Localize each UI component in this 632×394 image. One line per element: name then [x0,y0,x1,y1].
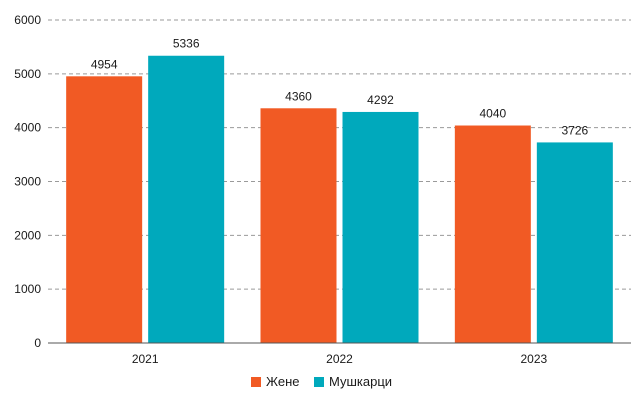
legend-swatch [251,377,261,387]
legend-item: Мушкарци [314,374,392,389]
y-tick-label: 4000 [14,121,41,135]
x-axis-ticks: 2021 2022 2023 [132,352,548,366]
bar [66,76,143,344]
y-tick-label: 6000 [14,13,41,27]
legend-swatch [314,377,324,387]
legend-item: Жене [251,374,299,389]
bars [66,55,613,344]
data-labels: 4954 5336 4360 4292 4040 3726 [91,37,589,138]
data-label: 4040 [479,107,506,121]
bar [454,125,531,343]
bar [148,55,225,344]
bar [260,108,337,343]
bar [536,142,613,343]
legend: Жене Мушкарци [251,374,392,389]
legend-label: Жене [266,374,299,389]
data-label: 4292 [367,93,394,107]
y-tick-label: 0 [34,336,41,350]
gridlines [48,19,631,290]
legend-label: Мушкарци [329,374,392,389]
data-label: 5336 [173,37,200,51]
y-tick-label: 3000 [14,175,41,189]
y-tick-label: 2000 [14,228,41,242]
data-label: 4360 [285,89,312,103]
data-label: 3726 [561,123,588,137]
data-label: 4954 [91,57,118,71]
y-axis-ticks: 0 1000 2000 3000 4000 5000 6000 [14,13,41,350]
x-tick-label: 2023 [520,352,547,366]
x-tick-label: 2021 [132,352,159,366]
y-tick-label: 1000 [14,282,41,296]
x-tick-label: 2022 [326,352,353,366]
y-tick-label: 5000 [14,67,41,81]
bar [342,111,419,344]
